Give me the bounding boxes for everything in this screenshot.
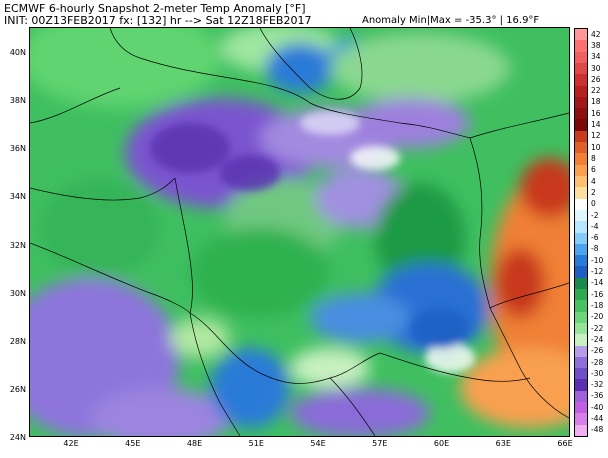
- map-title: ECMWF 6-hourly Snapshot 2-meter Temp Ano…: [4, 2, 306, 15]
- lon-label: 54E: [310, 439, 326, 448]
- lon-label: 63E: [495, 439, 511, 448]
- colorbar-segment: [575, 390, 587, 403]
- colorbar-segment: [575, 29, 587, 41]
- colorbar-label: -12: [591, 267, 604, 277]
- colorbar-segment: [575, 289, 587, 301]
- lat-label: 26N: [9, 384, 26, 394]
- lon-label: 66E: [557, 439, 573, 448]
- lon-label: 48E: [186, 439, 203, 448]
- colorbar-segment: [575, 108, 587, 120]
- colorbar-segment: [575, 119, 587, 132]
- colorbar-segment: [575, 85, 587, 98]
- anomaly-detail: [150, 111, 475, 373]
- colorbar-label: -48: [591, 425, 604, 435]
- colorbar-label: 0: [591, 199, 596, 209]
- colorbar-label: 26: [591, 74, 601, 84]
- colorbar-label: 38: [591, 40, 601, 50]
- lat-label: 32N: [9, 240, 26, 250]
- init-forecast-line: INIT: 00Z13FEB2017 fx: [132] hr --> Sat …: [4, 14, 312, 27]
- colorbar-segment: [575, 187, 587, 200]
- colorbar-label: 16: [591, 108, 601, 118]
- colorbar-label: -6: [591, 233, 599, 243]
- colorbar-segment: [575, 300, 587, 313]
- lon-label: 51E: [248, 439, 264, 448]
- colorbar-segment: [575, 322, 587, 335]
- colorbar-label: -28: [591, 357, 604, 367]
- lat-label: 34N: [9, 192, 26, 202]
- colorbar-segment: [575, 164, 587, 177]
- colorbar-label: 34: [591, 52, 601, 62]
- colorbar-segment: [575, 153, 587, 166]
- colorbar-label: 2: [591, 187, 596, 197]
- temperature-anomaly-map: [29, 27, 570, 437]
- colorbar-label: 6: [591, 165, 596, 175]
- lat-label: 28N: [9, 336, 26, 346]
- colorbar-label: -20: [591, 312, 604, 322]
- colorbar-label: -14: [591, 278, 604, 288]
- colorbar-segment: [575, 221, 587, 233]
- colorbar-label: 18: [591, 97, 601, 107]
- colorbar-segment: [575, 277, 587, 290]
- colorbar-label: -16: [591, 289, 604, 299]
- colorbar-label: -36: [591, 391, 604, 401]
- lat-label: 40N: [9, 48, 26, 57]
- colorbar-label: 30: [591, 63, 601, 73]
- colorbar-label: 12: [591, 131, 601, 141]
- colorbar-segment: [575, 334, 587, 347]
- colorbar: [574, 28, 588, 437]
- colorbar-label: -22: [591, 323, 604, 333]
- colorbar-segment: [575, 424, 587, 437]
- colorbar-segment: [575, 62, 587, 75]
- colorbar-segment: [575, 142, 587, 154]
- anomaly-min-max: Anomaly Min|Max = -35.3° | 16.9°F: [362, 15, 540, 26]
- colorbar-segment: [575, 51, 587, 64]
- lon-label: 42E: [63, 439, 79, 448]
- colorbar-label: -4: [591, 221, 599, 231]
- lon-label: 45E: [125, 439, 141, 448]
- colorbar-segment: [575, 356, 587, 369]
- colorbar-segment: [575, 96, 587, 109]
- colorbar-segment: [575, 266, 587, 279]
- colorbar-label: 14: [591, 120, 601, 130]
- colorbar-segment: [575, 255, 587, 267]
- colorbar-segment: [575, 402, 587, 414]
- colorbar-label: 4: [591, 176, 596, 186]
- colorbar-label: -44: [591, 414, 604, 424]
- colorbar-label: 10: [591, 142, 601, 152]
- lat-label: 30N: [9, 288, 26, 298]
- colorbar-label: -26: [591, 346, 604, 356]
- colorbar-segment: [575, 311, 587, 324]
- colorbar-segment: [575, 345, 587, 358]
- lat-label: 24N: [9, 433, 26, 442]
- colorbar-segment: [575, 209, 587, 222]
- borders: [30, 28, 569, 436]
- map-canvas: [30, 28, 569, 436]
- colorbar-label: 22: [591, 86, 601, 96]
- lat-label: 38N: [9, 96, 26, 106]
- colorbar-segment: [575, 130, 587, 143]
- colorbar-label: -8: [591, 244, 599, 254]
- colorbar-label: -30: [591, 368, 604, 378]
- lon-label: 60E: [433, 439, 450, 448]
- colorbar-segment: [575, 413, 587, 426]
- colorbar-label: -10: [591, 255, 604, 265]
- colorbar-segment: [575, 368, 587, 380]
- lat-label: 36N: [9, 144, 26, 154]
- colorbar-label: -24: [591, 334, 604, 344]
- colorbar-segment: [575, 175, 587, 188]
- lon-label: 57E: [372, 439, 388, 448]
- colorbar-label: -32: [591, 380, 604, 390]
- colorbar-label: 42: [591, 29, 601, 39]
- colorbar-segment: [575, 40, 587, 53]
- colorbar-segment: [575, 232, 587, 245]
- colorbar-label: -2: [591, 210, 599, 220]
- colorbar-segment: [575, 198, 587, 211]
- colorbar-label: -18: [591, 300, 604, 310]
- colorbar-segment: [575, 379, 587, 392]
- colorbar-label: -40: [591, 402, 604, 412]
- colorbar-segment: [575, 74, 587, 87]
- colorbar-segment: [575, 243, 587, 256]
- colorbar-label: 8: [591, 154, 596, 163]
